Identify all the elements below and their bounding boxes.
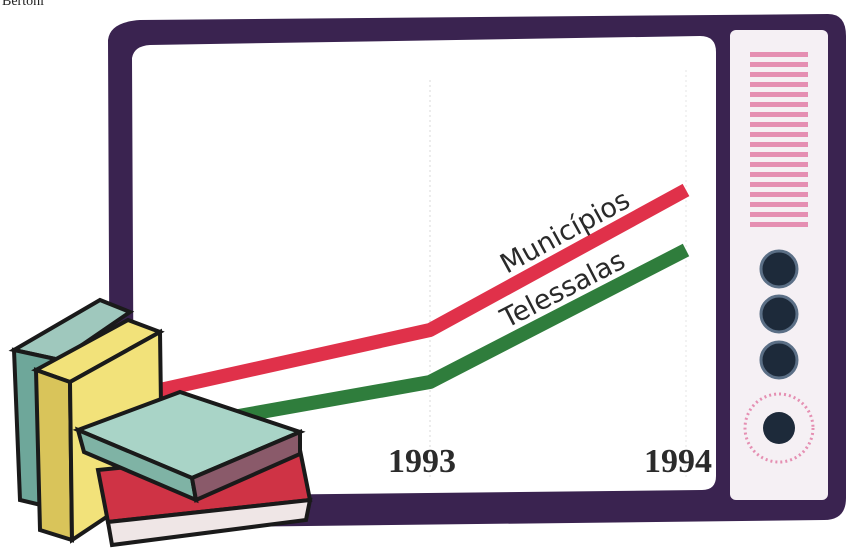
- grille-stripe: [750, 192, 808, 197]
- grille-stripe: [750, 102, 808, 107]
- grille-stripe: [750, 172, 808, 177]
- grille-stripe: [750, 92, 808, 97]
- grille-stripe: [750, 222, 808, 227]
- grille-stripe: [750, 112, 808, 117]
- control-knob-icon: [759, 294, 799, 334]
- grille-stripe: [750, 162, 808, 167]
- grille-stripe: [750, 142, 808, 147]
- grille-stripe: [750, 212, 808, 217]
- grille-stripe: [750, 182, 808, 187]
- control-knob-icon: [759, 249, 799, 289]
- grille-stripe: [750, 152, 808, 157]
- grille-stripe: [750, 132, 808, 137]
- grille-stripe: [750, 52, 808, 57]
- grille-stripe: [750, 72, 808, 77]
- dial-knob-icon: [763, 412, 795, 444]
- speaker-grille-icon: [750, 52, 808, 227]
- tv-screen: [132, 36, 716, 496]
- book-stack-icon: [8, 297, 313, 548]
- dial-ring: [743, 392, 815, 464]
- grille-stripe: [750, 62, 808, 67]
- grille-stripe: [750, 202, 808, 207]
- control-knobs: [743, 249, 815, 464]
- corner-text: Bertoni: [2, 0, 44, 9]
- x-tick-label: 1993: [388, 443, 456, 480]
- series-line-municipios: [158, 183, 690, 397]
- x-tick-label: 1994: [644, 443, 712, 480]
- control-knob-icon: [759, 340, 799, 380]
- grille-stripe: [750, 122, 808, 127]
- grille-stripe: [750, 82, 808, 87]
